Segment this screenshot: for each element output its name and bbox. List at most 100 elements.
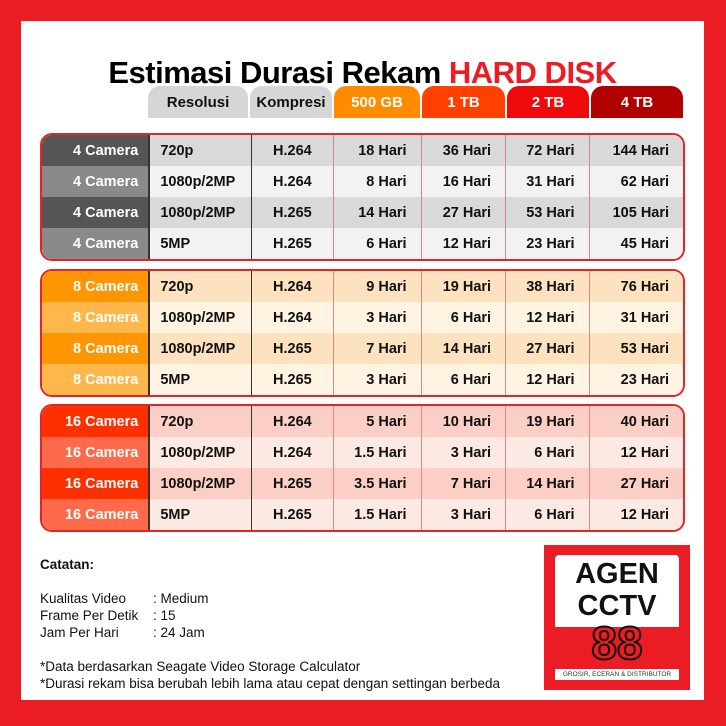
footnote: *Data berdasarkan Seagate Video Storage …: [40, 659, 361, 674]
resolution-cell: 1080p/2MP: [148, 333, 250, 364]
duration-cell: 12 Hari: [588, 437, 683, 468]
resolution-cell: 1080p/2MP: [148, 302, 250, 333]
duration-cell: 53 Hari: [588, 333, 683, 364]
resolution-cell: 720p: [148, 406, 250, 437]
duration-cell: 5 Hari: [333, 406, 420, 437]
compression-cell: H.265: [250, 228, 333, 259]
footnote: *Durasi rekam bisa berubah lebih lama at…: [40, 676, 501, 691]
duration-cell: 3 Hari: [333, 302, 420, 333]
camera-count-cell: 16 Camera: [42, 406, 149, 437]
notes: Catatan: Kualitas Video: Medium Frame Pe…: [40, 556, 500, 692]
table-row: 4 Camera 1080p/2MP H.264 8 Hari 16 Hari 31 Ha…: [42, 166, 683, 197]
note-key: Kualitas Video: [40, 591, 127, 606]
duration-cell: 10 Hari: [420, 406, 506, 437]
table-row: 16 Camera 5MP H.265 1.5 Hari 3 Hari 6 Hari 12 …: [42, 499, 683, 530]
duration-cell: 1.5 Hari: [333, 499, 420, 530]
column-header: Kompresi: [250, 86, 332, 118]
compression-cell: H.265: [250, 499, 333, 530]
note-key: Frame Per Detik: [40, 608, 139, 623]
camera-count-cell: 4 Camera: [42, 197, 149, 228]
duration-cell: 14 Hari: [420, 333, 506, 364]
note-item: Kualitas Video: Medium: [40, 590, 500, 607]
table-row: 8 Camera 720p H.264 9 Hari 19 Hari 38 Hari 76 …: [42, 271, 683, 302]
duration-cell: 36 Hari: [420, 135, 506, 166]
logo-line1: AGEN: [575, 558, 659, 590]
camera-count-cell: 16 Camera: [42, 499, 149, 530]
agen-cctv-88-logo: AGEN CCTV 88 GROSIR, ECERAN & DISTRIBUTO…: [544, 545, 690, 690]
duration-cell: 144 Hari: [588, 135, 683, 166]
camera-count-cell: 8 Camera: [42, 333, 149, 364]
table-row: 8 Camera 1080p/2MP H.264 3 Hari 6 Hari 12 Har…: [42, 302, 683, 333]
compression-cell: H.264: [250, 271, 333, 302]
table-row: 4 Camera 1080p/2MP H.265 14 Hari 27 Hari 53 H…: [42, 197, 683, 228]
title-highlight: HARD DISK: [448, 55, 617, 90]
note-key: Jam Per Hari: [40, 625, 119, 640]
column-header: 1 TB: [422, 86, 505, 118]
duration-cell: 53 Hari: [505, 197, 589, 228]
duration-cell: 31 Hari: [505, 166, 589, 197]
column-header: 4 TB: [591, 86, 683, 118]
compression-cell: H.265: [250, 333, 333, 364]
title-main: Estimasi Durasi Rekam: [108, 55, 441, 90]
note-item: Jam Per Hari : 24 Jam: [40, 624, 500, 641]
compression-cell: H.264: [250, 406, 333, 437]
duration-cell: 14 Hari: [333, 197, 420, 228]
table-row: 16 Camera 1080p/2MP H.264 1.5 Hari 3 Hari 6 H…: [42, 437, 683, 468]
resolution-cell: 5MP: [148, 228, 250, 259]
duration-cell: 27 Hari: [420, 197, 506, 228]
duration-cell: 6 Hari: [333, 228, 420, 259]
duration-cell: 40 Hari: [588, 406, 683, 437]
page-title: Estimasi Durasi Rekam HARD DISK: [21, 55, 704, 91]
resolution-cell: 1080p/2MP: [148, 197, 250, 228]
note-value: : 15: [153, 608, 176, 623]
camera-count-cell: 16 Camera: [42, 468, 149, 499]
table-row: 4 Camera 720p H.264 18 Hari 36 Hari 72 Hari 14…: [42, 135, 683, 166]
compression-cell: H.264: [250, 135, 333, 166]
duration-cell: 12 Hari: [588, 499, 683, 530]
duration-cell: 9 Hari: [333, 271, 420, 302]
compression-cell: H.265: [250, 197, 333, 228]
duration-cell: 19 Hari: [420, 271, 506, 302]
duration-cell: 12 Hari: [505, 364, 589, 395]
duration-cell: 6 Hari: [505, 499, 589, 530]
resolution-cell: 5MP: [148, 499, 250, 530]
column-header: 500 GB: [334, 86, 420, 118]
resolution-cell: 720p: [148, 271, 250, 302]
logo-tagline: GROSIR, ECERAN & DISTRIBUTOR: [555, 669, 679, 680]
logo-number: 88: [590, 617, 643, 669]
compression-cell: H.264: [250, 437, 333, 468]
table-row: 4 Camera 5MP H.265 6 Hari 12 Hari 23 Hari 45 H…: [42, 228, 683, 259]
duration-cell: 3 Hari: [333, 364, 420, 395]
resolution-cell: 1080p/2MP: [148, 468, 250, 499]
notes-heading: Catatan:: [40, 557, 95, 572]
camera-count-cell: 4 Camera: [42, 228, 149, 259]
duration-cell: 6 Hari: [420, 302, 506, 333]
duration-cell: 7 Hari: [420, 468, 506, 499]
duration-cell: 14 Hari: [505, 468, 589, 499]
column-header: Resolusi: [148, 86, 248, 118]
duration-cell: 3.5 Hari: [333, 468, 420, 499]
camera-group: 4 Camera 720p H.264 18 Hari 36 Hari 72 Hari 14…: [40, 133, 685, 261]
camera-count-cell: 4 Camera: [42, 166, 149, 197]
duration-cell: 12 Hari: [420, 228, 506, 259]
camera-count-cell: 16 Camera: [42, 437, 149, 468]
duration-cell: 3 Hari: [420, 499, 506, 530]
duration-cell: 27 Hari: [505, 333, 589, 364]
duration-cell: 31 Hari: [588, 302, 683, 333]
duration-cell: 19 Hari: [505, 406, 589, 437]
table-row: 8 Camera 5MP H.265 3 Hari 6 Hari 12 Hari 23 Ha…: [42, 364, 683, 395]
duration-cell: 6 Hari: [505, 437, 589, 468]
camera-count-cell: 8 Camera: [42, 302, 149, 333]
duration-cell: 23 Hari: [588, 364, 683, 395]
duration-cell: 72 Hari: [505, 135, 589, 166]
camera-group: 8 Camera 720p H.264 9 Hari 19 Hari 38 Hari 76 …: [40, 269, 685, 397]
note-value: : 24 Jam: [153, 625, 205, 640]
duration-cell: 3 Hari: [420, 437, 506, 468]
camera-count-cell: 4 Camera: [42, 135, 149, 166]
duration-cell: 23 Hari: [505, 228, 589, 259]
compression-cell: H.265: [250, 468, 333, 499]
duration-cell: 1.5 Hari: [333, 437, 420, 468]
resolution-cell: 720p: [148, 135, 250, 166]
compression-cell: H.264: [250, 302, 333, 333]
duration-cell: 16 Hari: [420, 166, 506, 197]
